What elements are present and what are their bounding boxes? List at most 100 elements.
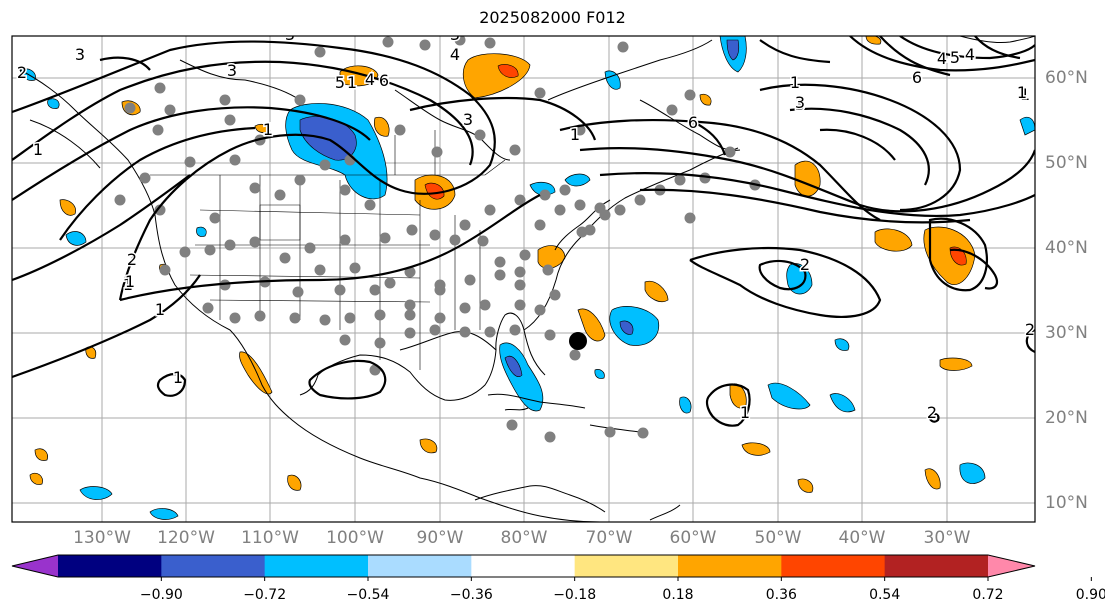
strong-positive-anomaly-shading xyxy=(424,64,967,266)
station-marker xyxy=(224,239,236,251)
station-marker xyxy=(154,82,166,94)
station-marker xyxy=(484,204,496,216)
station-marker xyxy=(379,232,391,244)
station-marker xyxy=(594,202,606,214)
station-marker xyxy=(494,269,506,281)
station-marker xyxy=(229,154,241,166)
contour-label: 4 xyxy=(365,70,375,89)
station-marker xyxy=(339,334,351,346)
colorbar-segment xyxy=(574,555,679,577)
station-marker xyxy=(684,89,696,101)
station-marker xyxy=(479,299,491,311)
station-marker xyxy=(542,264,554,276)
station-marker xyxy=(229,312,241,324)
station-marker xyxy=(159,264,171,276)
station-marker xyxy=(434,284,446,296)
station-marker xyxy=(554,204,566,216)
station-marker xyxy=(314,46,326,58)
height-contours xyxy=(12,36,1035,427)
station-marker xyxy=(154,204,166,216)
station-marker xyxy=(534,87,546,99)
colorbar-segment xyxy=(58,555,162,577)
station-marker xyxy=(292,286,304,298)
station-marker xyxy=(534,304,546,316)
positive-anomaly-shading xyxy=(29,36,976,493)
station-marker xyxy=(459,302,471,314)
contour-label: 4 xyxy=(965,45,975,64)
station-marker xyxy=(477,235,489,247)
station-marker xyxy=(576,226,588,238)
contour-label: 1 xyxy=(125,272,135,291)
station-marker xyxy=(184,156,196,168)
colorbar-tick-label: −0.72 xyxy=(243,587,287,603)
station-marker xyxy=(339,184,351,196)
colorbar-segment xyxy=(161,555,266,577)
contour-label: 3 xyxy=(795,93,805,112)
map-frame xyxy=(11,35,1036,523)
longitude-label: 80°W xyxy=(500,528,548,548)
station-marker xyxy=(404,327,416,339)
station-marker xyxy=(364,199,376,211)
station-marker xyxy=(534,219,546,231)
contour-label: 2 xyxy=(800,255,810,274)
station-marker xyxy=(279,252,291,264)
station-marker xyxy=(614,204,626,216)
station-marker xyxy=(394,124,406,136)
contour-label: 1 xyxy=(123,275,133,294)
station-marker xyxy=(369,284,381,296)
contour-label: 3 xyxy=(450,25,460,44)
colorbar-segment xyxy=(781,555,886,577)
contour-label: 3 xyxy=(227,61,237,80)
colorbar-tick-label: −0.18 xyxy=(553,587,597,603)
longitude-label: 30°W xyxy=(923,528,971,548)
station-marker xyxy=(404,299,416,311)
contour-label: 6 xyxy=(912,68,922,87)
station-marker xyxy=(549,289,561,301)
station-marker xyxy=(314,264,326,276)
station-marker xyxy=(202,302,214,314)
station-marker xyxy=(382,36,394,48)
station-marker xyxy=(249,236,261,248)
station-marker xyxy=(124,102,136,114)
station-marker xyxy=(474,129,486,141)
colorbar-tick-label: 0.90 xyxy=(1075,587,1105,603)
station-marker xyxy=(514,194,526,206)
station-marker xyxy=(319,159,331,171)
contour-label: 1 xyxy=(740,403,750,422)
station-marker xyxy=(294,94,306,106)
station-marker xyxy=(569,349,581,361)
latitude-label: 20°N xyxy=(1045,408,1088,428)
longitude-label: 120°W xyxy=(157,528,215,548)
station-marker xyxy=(559,184,571,196)
colorbar-segment xyxy=(471,555,576,577)
colorbar-segment xyxy=(368,555,472,577)
station-marker xyxy=(152,124,164,136)
station-markers xyxy=(114,36,761,443)
colorbar-segment xyxy=(264,555,369,577)
contour-label: 5 xyxy=(335,73,345,92)
station-marker xyxy=(384,277,396,289)
latitude-label: 60°N xyxy=(1045,68,1088,88)
contour-label: 1 xyxy=(570,125,580,144)
station-marker xyxy=(666,104,678,116)
contour-label: 2 xyxy=(927,403,937,422)
longitude-label: 60°W xyxy=(669,528,717,548)
station-marker xyxy=(514,299,526,311)
contour-label: 1 xyxy=(1020,85,1030,104)
contour-label: 4 xyxy=(450,45,460,64)
longitude-label: 50°W xyxy=(754,528,802,548)
storm-center-marker xyxy=(569,332,587,350)
station-marker xyxy=(574,199,586,211)
gridlines xyxy=(12,36,1035,522)
station-marker xyxy=(294,174,306,186)
station-marker xyxy=(114,194,126,206)
station-marker xyxy=(219,279,231,291)
station-marker xyxy=(684,212,696,224)
colorbar-extend-low xyxy=(12,555,58,577)
contour-label: 1 xyxy=(173,368,183,387)
colorbar-tick-label: −0.90 xyxy=(139,587,183,603)
station-marker xyxy=(514,279,526,291)
station-marker xyxy=(224,114,236,126)
station-marker xyxy=(544,329,556,341)
